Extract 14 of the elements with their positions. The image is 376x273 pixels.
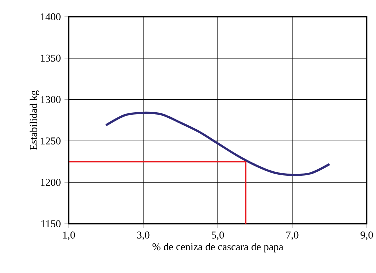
- x-tick-label: 1,0: [63, 232, 76, 240]
- x-tick-label: 3,0: [137, 232, 150, 240]
- y-tick-label: 1350: [41, 54, 61, 62]
- x-tick-label: 9,0: [360, 232, 374, 240]
- y-tick-label: 1300: [41, 96, 61, 104]
- y-axis-title: Estabilidad kg: [30, 90, 40, 150]
- x-tick-label: 7,0: [286, 232, 299, 240]
- y-tick-label: 1200: [41, 179, 61, 186]
- y-tick-label: 1250: [41, 138, 61, 145]
- line-series: [105, 112, 331, 176]
- y-tick-label: 1150: [42, 220, 61, 228]
- y-tick-label: 1400: [41, 13, 61, 21]
- x-tick-label: 5,0: [212, 232, 224, 240]
- x-axis-title: % de ceniza de cascara de papa: [152, 243, 284, 253]
